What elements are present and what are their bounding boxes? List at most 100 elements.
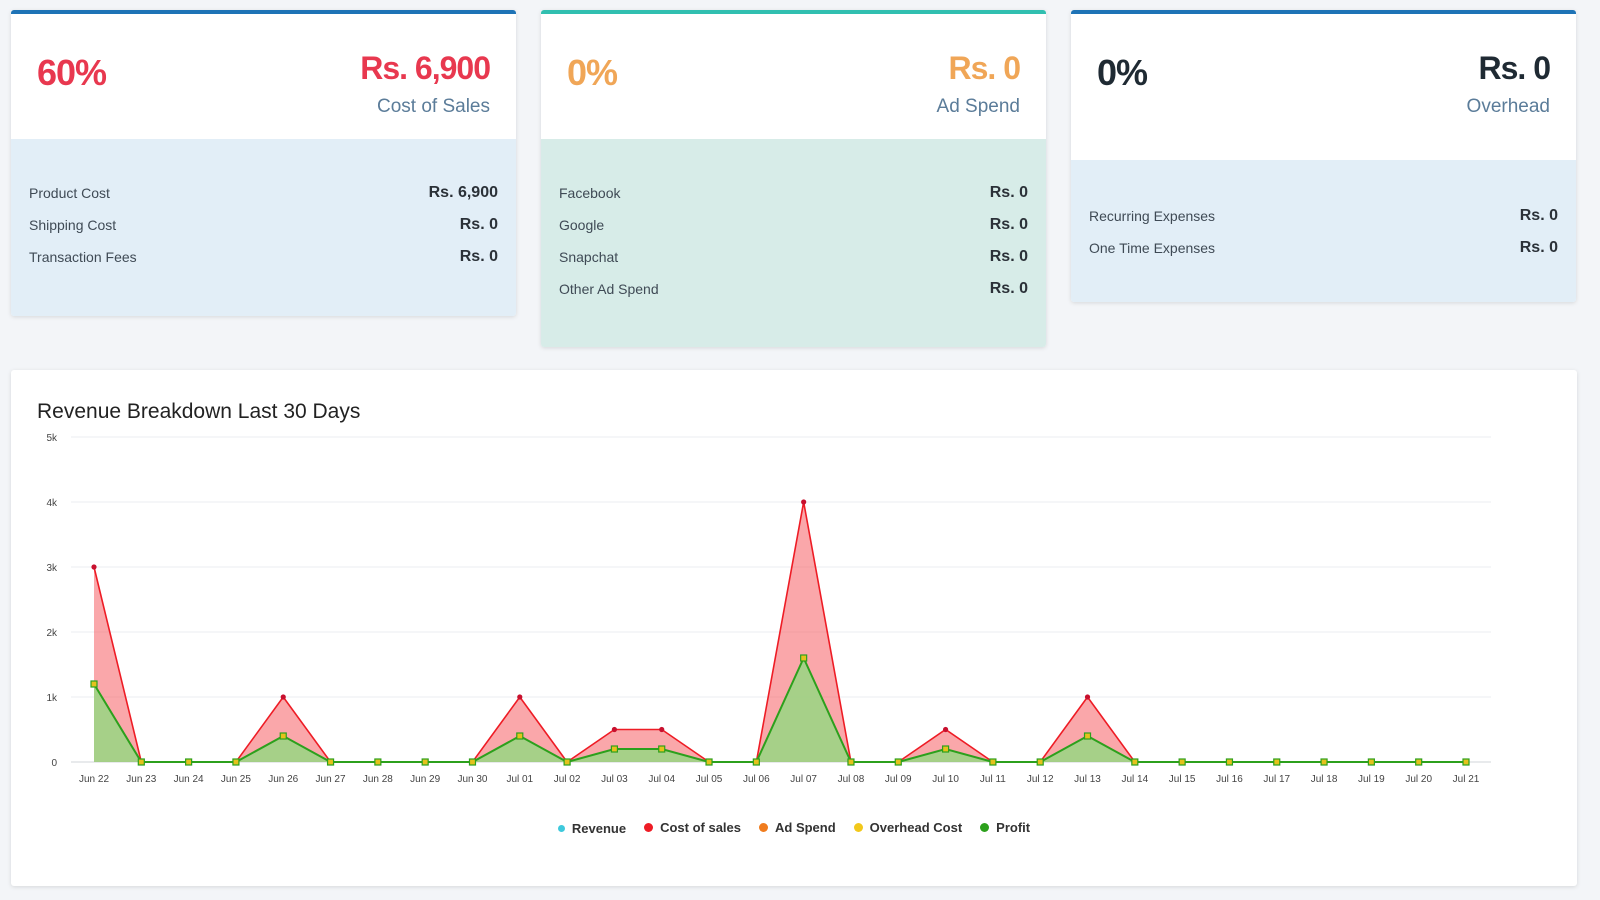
profit-point — [989, 758, 997, 766]
profit-point — [468, 758, 477, 766]
cost-of-sales-label: Cost of Sales — [377, 96, 490, 117]
legend-item[interactable]: Profit — [980, 820, 1030, 835]
google-value: Rs. 0 — [989, 216, 1028, 233]
overhead-percent: 0% — [1097, 52, 1148, 93]
legend-item[interactable]: Ad Spend — [759, 820, 836, 835]
profit-point — [1367, 758, 1375, 766]
one-time-expenses-value: Rs. 0 — [1519, 239, 1558, 256]
profit-point — [941, 745, 950, 753]
shipping-cost-value: Rs. 0 — [459, 216, 498, 233]
profit-point — [137, 758, 145, 766]
profit-point — [1320, 758, 1328, 766]
profit-point — [279, 732, 287, 740]
profit-point — [1225, 758, 1234, 766]
product-cost-label: Product Cost — [29, 185, 110, 201]
x-tick-label: Jun 27 — [316, 774, 346, 785]
profit-point — [1083, 732, 1092, 740]
chart-legend: Revenue Cost of sales Ad Spend Overhead Cos… — [11, 820, 1577, 836]
x-tick-label: Jun 23 — [126, 774, 156, 785]
legend-item[interactable]: Cost of sales — [644, 820, 741, 835]
legend-item[interactable]: Overhead Cost — [853, 820, 962, 835]
legend-dot-icon — [557, 825, 565, 832]
legend-item[interactable]: Revenue — [557, 821, 627, 836]
card-breakdown: Recurring Expenses Rs. 0 One Time Expens… — [1071, 160, 1576, 302]
revenue-breakdown-chart: 0 1k 2k 3k 4k 5k Jun 22 Jun 23 Jun 24 Jun 25 Jun 2… — [46, 433, 1491, 785]
x-tick-label: Jul 18 — [1311, 774, 1338, 785]
card-breakdown: Facebook Rs. 0 Google Rs. 0 Snapchat Rs.… — [541, 139, 1046, 347]
profit-point — [1036, 758, 1044, 766]
breakdown-row: Transaction Fees Rs. 0 — [29, 241, 498, 273]
breakdown-row: One Time Expenses Rs. 0 — [1089, 232, 1558, 264]
card-breakdown: Product Cost Rs. 6,900 Shipping Cost Rs.… — [11, 139, 516, 316]
x-tick-label: Jun 24 — [174, 774, 204, 785]
x-tick-label: Jul 15 — [1169, 774, 1196, 785]
x-tick-label: Jul 17 — [1263, 774, 1290, 785]
profit-line — [93, 655, 1466, 764]
profit-point — [658, 745, 666, 753]
profit-point — [752, 758, 760, 766]
profit-point — [705, 758, 713, 766]
x-tick-label: Jul 06 — [743, 774, 770, 785]
x-tick-label: Jul 02 — [554, 774, 581, 785]
legend-label: Profit — [996, 820, 1031, 835]
ad-spend-percent: 0% — [567, 52, 618, 93]
x-tick-label: Jul 09 — [885, 774, 912, 785]
x-tick-label: Jul 04 — [648, 774, 675, 785]
y-tick-label: 1k — [46, 693, 58, 704]
cost-of-sales-point — [1084, 694, 1091, 700]
ad-spend-amount: Rs. 0 — [948, 50, 1021, 86]
breakdown-row: Product Cost Rs. 6,900 — [29, 177, 498, 209]
card-accent-bar — [1071, 10, 1576, 14]
x-tick-label: Jul 20 — [1405, 774, 1432, 785]
facebook-label: Facebook — [559, 185, 621, 201]
cost-of-sales-point — [801, 499, 807, 505]
profit-point — [563, 758, 571, 766]
x-tick-label: Jul 07 — [790, 774, 817, 785]
profit-point — [90, 680, 98, 688]
transaction-fees-value: Rs. 0 — [459, 248, 498, 265]
x-tick-label: Jun 22 — [79, 774, 109, 785]
x-tick-label: Jul 08 — [838, 774, 865, 785]
x-tick-label: Jul 13 — [1074, 774, 1101, 785]
legend-dot-icon — [853, 823, 863, 832]
x-tick-label: Jul 11 — [980, 774, 1006, 785]
x-tick-label: Jul 12 — [1027, 774, 1054, 785]
cost-of-sales-percent: 60% — [37, 52, 107, 93]
profit-point — [894, 758, 902, 766]
legend-label: Revenue — [571, 821, 627, 836]
card-header: 60% Rs. 6,900 Cost of Sales — [11, 14, 516, 139]
x-tick-label: Jul 10 — [932, 774, 959, 785]
chart-title: Revenue Breakdown Last 30 Days — [37, 400, 361, 423]
profit-point — [1178, 758, 1186, 766]
ad-spend-label: Ad Spend — [936, 96, 1020, 117]
card-accent-bar — [541, 10, 1046, 14]
profit-point — [326, 758, 335, 766]
other-ad-spend-value: Rs. 0 — [989, 280, 1028, 297]
y-tick-label: 3k — [46, 563, 58, 574]
x-tick-label: Jul 01 — [506, 774, 533, 785]
x-tick-label: Jun 25 — [221, 774, 251, 785]
profit-point — [1273, 758, 1281, 766]
snapchat-label: Snapchat — [559, 249, 619, 265]
recurring-expenses-label: Recurring Expenses — [1089, 208, 1216, 224]
y-tick-label: 2k — [46, 628, 58, 639]
x-tick-label: Jun 28 — [363, 774, 393, 785]
cost-of-sales-point — [659, 726, 665, 733]
overhead-label: Overhead — [1466, 96, 1550, 117]
legend-label: Ad Spend — [775, 820, 836, 835]
x-tick-label: Jun 29 — [410, 774, 440, 785]
breakdown-row: Facebook Rs. 0 — [559, 177, 1028, 209]
cost-of-sales-amount: Rs. 6,900 — [360, 50, 491, 86]
cost-of-sales-point — [280, 694, 286, 700]
overhead-amount: Rs. 0 — [1478, 50, 1551, 86]
cost-of-sales-point — [91, 564, 97, 570]
profit-point — [800, 654, 808, 662]
shipping-cost-label: Shipping Cost — [29, 217, 117, 233]
card-header: 0% Rs. 0 Overhead — [1071, 14, 1576, 160]
breakdown-row: Recurring Expenses Rs. 0 — [1089, 200, 1558, 232]
google-label: Google — [559, 217, 605, 233]
breakdown-row: Google Rs. 0 — [559, 209, 1028, 241]
profit-point — [516, 732, 524, 740]
x-tick-label: Jul 03 — [601, 774, 628, 785]
profit-point — [185, 758, 193, 766]
